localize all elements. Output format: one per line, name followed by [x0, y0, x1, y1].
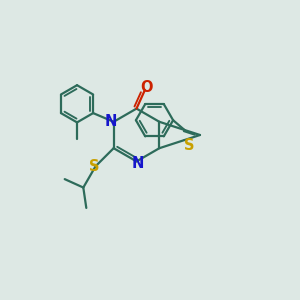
Text: N: N	[105, 114, 117, 129]
Text: O: O	[140, 80, 153, 94]
Text: S: S	[89, 159, 99, 174]
Text: S: S	[184, 138, 194, 153]
Text: N: N	[132, 156, 144, 171]
